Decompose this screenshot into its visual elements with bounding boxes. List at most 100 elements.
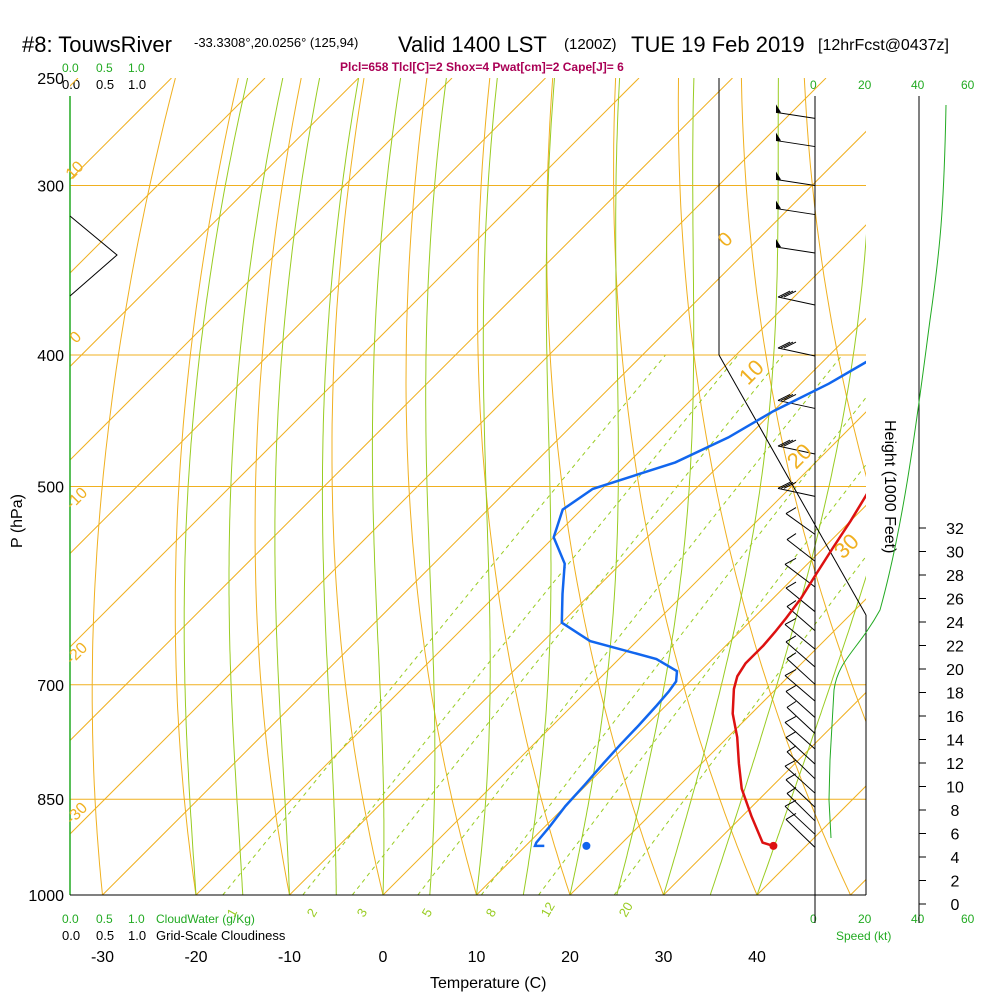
wind-barb-feather — [784, 669, 797, 676]
cloudiness-label: Grid-Scale Cloudiness — [156, 928, 286, 943]
pressure-tick-label: 850 — [37, 792, 64, 809]
wind-barb-feather — [786, 745, 797, 753]
moist-adiabat — [371, 78, 402, 895]
wind-barb-shaft — [777, 347, 816, 357]
wind-barb-flag — [776, 132, 781, 141]
mixing-ratio-label: 20 — [616, 899, 636, 919]
moist-adiabat — [183, 78, 249, 895]
axis-ticks: -30 -20 -10 0 10 20 30 400246810121416182022242… — [91, 521, 964, 966]
stability-indices: Plcl=658 Tlcl[C]=2 Shox=4 Pwat[cm]=2 Cap… — [340, 60, 624, 74]
cloudiness-profile — [69, 215, 118, 297]
mixing-ratio-label: 3 — [354, 906, 371, 920]
wind-barb-feather — [783, 290, 797, 298]
wind-barb-feather — [785, 635, 797, 643]
wind-barb — [777, 481, 816, 497]
isotherm-label: -10 — [63, 484, 91, 512]
wind-barb-shaft — [786, 751, 816, 780]
surface-dewpoint-marker — [582, 841, 591, 850]
mixing-ratio-label: 12 — [538, 899, 558, 919]
wind-barb-feather — [780, 393, 794, 401]
wind-barb-shaft — [777, 399, 816, 409]
isotherm-label: -30 — [63, 799, 91, 827]
dry-adiabat — [91, 78, 176, 895]
wind-barb — [777, 439, 816, 455]
wind-barb — [785, 635, 816, 668]
wind-barb-shaft — [777, 445, 816, 455]
wind-barb-shaft — [785, 819, 816, 848]
mixing-ratio-line — [480, 396, 866, 895]
surface-temperature-marker — [769, 841, 778, 850]
isotherm-label: -20 — [63, 639, 91, 667]
wind-barb-shaft — [785, 691, 816, 718]
wind-barb-feather — [786, 700, 797, 708]
dry-adiabat — [930, 78, 1000, 895]
isotherm-label: 10 — [63, 158, 88, 183]
speed-bottom-40: 40 — [911, 912, 925, 926]
x-axis-label: Temperature (C) — [430, 975, 546, 992]
cloudiness-scale-bottom-0: 0.0 — [62, 928, 80, 943]
wind-barb — [786, 700, 816, 734]
wind-barb-feather — [784, 759, 797, 767]
height-tick-label: 32 — [946, 521, 964, 538]
wind-barb-feather — [784, 557, 797, 565]
wind-speed-profile — [828, 104, 947, 839]
wind-barb — [775, 104, 816, 119]
wind-barb-feather — [777, 393, 791, 401]
wind-barb — [775, 171, 816, 187]
wind-barb — [784, 759, 816, 794]
mixing-ratio-label: 2 — [304, 906, 321, 920]
wind-barb-feather — [784, 715, 797, 723]
wind-barb-shaft — [777, 487, 816, 497]
wind-barb-feather — [785, 731, 797, 738]
temperature-tick-label: -30 — [91, 949, 114, 966]
cloud-scale-top-2: 1.0 — [128, 61, 145, 75]
wind-barb-shaft — [775, 246, 816, 254]
mixing-ratio-label: 8 — [483, 906, 500, 920]
moist-adiabat — [228, 78, 284, 895]
wind-barb-shaft — [786, 793, 816, 822]
speed-top-20: 20 — [858, 78, 872, 92]
dry-adiabat — [613, 78, 758, 895]
dewpoint-profile — [533, 360, 866, 848]
wind-barb-shaft — [784, 722, 816, 750]
wind-barb-feather — [777, 481, 791, 489]
mixing-ratio-line — [302, 354, 739, 895]
frame-slant-edge — [718, 354, 867, 616]
moist-adiabat — [522, 78, 555, 895]
moist-adiabat — [569, 78, 621, 895]
wind-barb-feather — [777, 290, 791, 298]
wind-barb-feather — [785, 507, 797, 515]
pressure-tick-label: 700 — [37, 678, 64, 695]
cloudwater-label: CloudWater (g/Kg) — [156, 912, 255, 926]
mixing-ratio-line — [351, 354, 784, 895]
wind-barb — [775, 238, 816, 254]
wind-barb-shaft — [784, 805, 816, 835]
pressure-tick-label: 400 — [37, 348, 64, 365]
wind-barb-shaft — [786, 707, 816, 734]
dry-adiabat — [803, 78, 866, 478]
wind-barb-feather — [786, 786, 797, 794]
temperature-tick-label: 30 — [655, 949, 673, 966]
wind-barb — [786, 600, 816, 632]
cloudiness-scale-top-2: 1.0 — [128, 77, 146, 92]
wind-barb — [777, 341, 816, 357]
wind-barb-flag — [776, 238, 781, 247]
plot-frame — [69, 78, 947, 923]
speed-top-0: 0 — [810, 78, 817, 92]
wind-barb-shaft — [784, 624, 816, 650]
isotherm-line — [70, 78, 453, 461]
cloudiness-scale-bottom-1: 0.5 — [96, 928, 114, 943]
height-tick-label: 20 — [946, 662, 964, 679]
cloud-scale-top-1: 0.5 — [96, 61, 113, 75]
wind-barb-flag — [776, 104, 781, 113]
isotherm-line — [476, 504, 866, 895]
wind-barb-feather — [777, 341, 791, 349]
wind-barbs — [775, 104, 816, 848]
cloudiness-scale-top-1: 0.5 — [96, 77, 114, 92]
cloud-scale-top-0: 0.0 — [62, 61, 79, 75]
height-tick-label: 24 — [946, 615, 964, 632]
moist-adiabat — [616, 78, 695, 895]
wind-barb-feather — [783, 481, 797, 489]
temperature-tick-label: -10 — [278, 949, 301, 966]
dry-adiabat — [677, 78, 851, 895]
